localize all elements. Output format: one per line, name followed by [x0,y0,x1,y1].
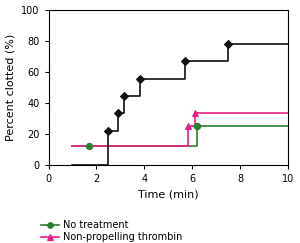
Legend: No treatment, Non-propelling thrombin, Propelled thrombin: No treatment, Non-propelling thrombin, P… [41,220,182,243]
X-axis label: Time (min): Time (min) [138,190,199,200]
Y-axis label: Percent clotted (%): Percent clotted (%) [6,34,16,141]
